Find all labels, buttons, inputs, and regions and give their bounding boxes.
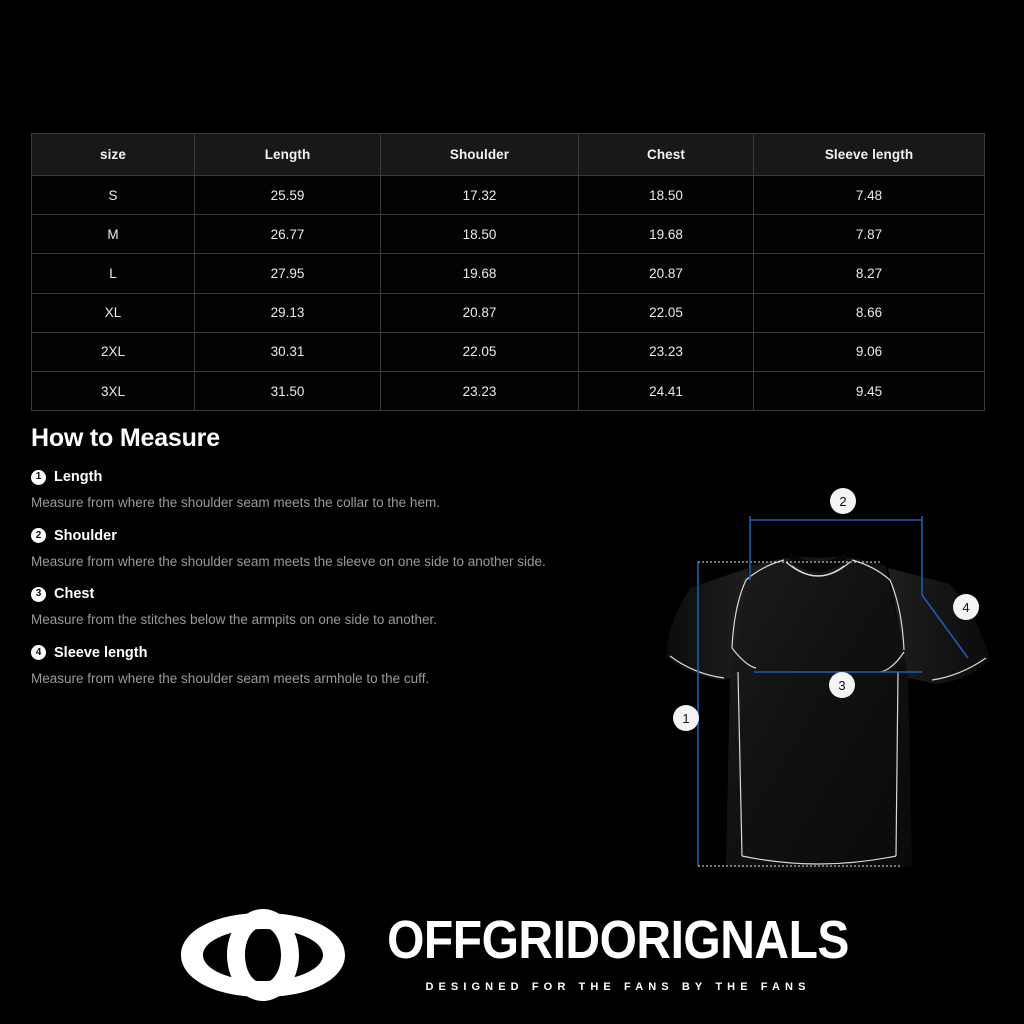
cell-size: 3XL [31, 370, 195, 412]
measure-heading: 1 Length [31, 469, 651, 485]
cell-sleeve: 8.27 [753, 253, 985, 294]
footer-branding: OFFGRIDORIGNALS DESIGNED FOR THE FANS BY… [0, 900, 1024, 1010]
measure-description: Measure from the stitches below the armp… [31, 612, 437, 628]
cell-size: L [31, 253, 195, 294]
how-to-measure-section: How to Measure 1 Length Measure from whe… [31, 424, 651, 703]
brand-text-block: OFFGRIDORIGNALS DESIGNED FOR THE FANS BY… [387, 910, 849, 993]
tee-body-shape [666, 552, 990, 872]
cell-shoulder: 17.32 [380, 174, 579, 216]
table-header-row: size Length Shoulder Chest Sleeve length [31, 133, 985, 176]
cell-shoulder: 23.23 [380, 370, 579, 412]
measure-description: Measure from where the shoulder seam mee… [31, 670, 430, 686]
cell-size: S [31, 174, 195, 216]
number-badge-2-icon: 2 [31, 528, 46, 544]
cell-sleeve: 7.87 [753, 214, 985, 255]
sleeve-guide-line [921, 594, 969, 659]
column-header-length: Length [194, 133, 381, 176]
size-chart-table: size Length Shoulder Chest Sleeve length… [31, 133, 985, 412]
column-header-chest: Chest [578, 133, 754, 176]
measure-description: Measure from where the shoulder seam mee… [31, 553, 546, 569]
cell-shoulder: 22.05 [380, 331, 579, 372]
cell-sleeve: 9.45 [753, 370, 985, 412]
number-badge-4-icon: 4 [31, 645, 46, 661]
column-header-sleeve: Sleeve length [753, 133, 985, 176]
cell-shoulder: 18.50 [380, 214, 579, 255]
measure-heading: 2 Shoulder [31, 528, 651, 544]
cell-sleeve: 9.06 [753, 331, 985, 372]
measure-heading: 4 Sleeve length [31, 645, 651, 661]
number-badge-1-icon: 1 [31, 469, 46, 485]
cell-sleeve: 8.66 [753, 292, 985, 333]
measure-item-chest: 3 Chest Measure from the stitches below … [31, 586, 651, 629]
cell-chest: 20.87 [578, 253, 754, 294]
cell-length: 30.31 [194, 331, 381, 372]
table-row: M 26.77 18.50 19.68 7.87 [31, 214, 985, 255]
measure-label: Length [54, 469, 103, 485]
measure-label: Chest [54, 586, 95, 603]
cell-sleeve: 7.48 [753, 174, 985, 216]
number-badge-3-icon: 3 [31, 586, 46, 602]
measure-description: Measure from where the shoulder seam mee… [31, 495, 440, 510]
measure-item-shoulder: 2 Shoulder Measure from where the should… [31, 528, 651, 571]
cell-chest: 22.05 [578, 292, 754, 333]
cell-size: 2XL [31, 331, 195, 372]
column-header-shoulder: Shoulder [380, 133, 579, 176]
table-row: 2XL 30.31 22.05 23.23 9.06 [31, 331, 985, 372]
measure-label: Shoulder [54, 527, 117, 544]
column-header-size: size [31, 133, 195, 176]
measure-item-length: 1 Length Measure from where the shoulder… [31, 469, 651, 512]
how-to-measure-title: How to Measure [31, 424, 220, 452]
diagram-marker-3: 3 [829, 672, 855, 698]
measure-heading: 3 Chest [31, 586, 651, 602]
cell-shoulder: 19.68 [380, 253, 579, 294]
cell-size: M [31, 214, 195, 255]
table-row: S 25.59 17.32 18.50 7.48 [31, 174, 985, 216]
cell-length: 29.13 [194, 292, 381, 333]
table-row: XL 29.13 20.87 22.05 8.66 [31, 292, 985, 333]
table-row: L 27.95 19.68 20.87 8.27 [31, 253, 985, 294]
diagram-marker-1: 1 [673, 705, 699, 731]
cell-chest: 19.68 [578, 214, 754, 255]
cell-chest: 23.23 [578, 331, 754, 372]
brand-logo-icon [175, 905, 351, 1005]
cell-shoulder: 20.87 [380, 292, 579, 333]
t-shirt-illustration-icon [666, 516, 990, 872]
cell-length: 26.77 [194, 214, 381, 255]
cell-chest: 24.41 [578, 370, 754, 412]
diagram-marker-2: 2 [830, 488, 856, 514]
cell-length: 31.50 [194, 370, 381, 412]
measure-label: Sleeve length [54, 644, 148, 661]
measure-item-sleeve-length: 4 Sleeve length Measure from where the s… [31, 645, 651, 688]
cell-length: 27.95 [194, 253, 381, 294]
cell-length: 25.59 [194, 174, 381, 216]
cell-chest: 18.50 [578, 174, 754, 216]
brand-tagline: DESIGNED FOR THE FANS BY THE FANS [425, 981, 811, 993]
brand-name: OFFGRIDORIGNALS [387, 910, 849, 971]
table-row: 3XL 31.50 23.23 24.41 9.45 [31, 370, 985, 412]
diagram-marker-4: 4 [953, 594, 979, 620]
size-chart-table-container: size Length Shoulder Chest Sleeve length… [31, 133, 985, 412]
t-shirt-diagram: 1 2 3 4 [650, 480, 1024, 900]
cell-size: XL [31, 292, 195, 333]
